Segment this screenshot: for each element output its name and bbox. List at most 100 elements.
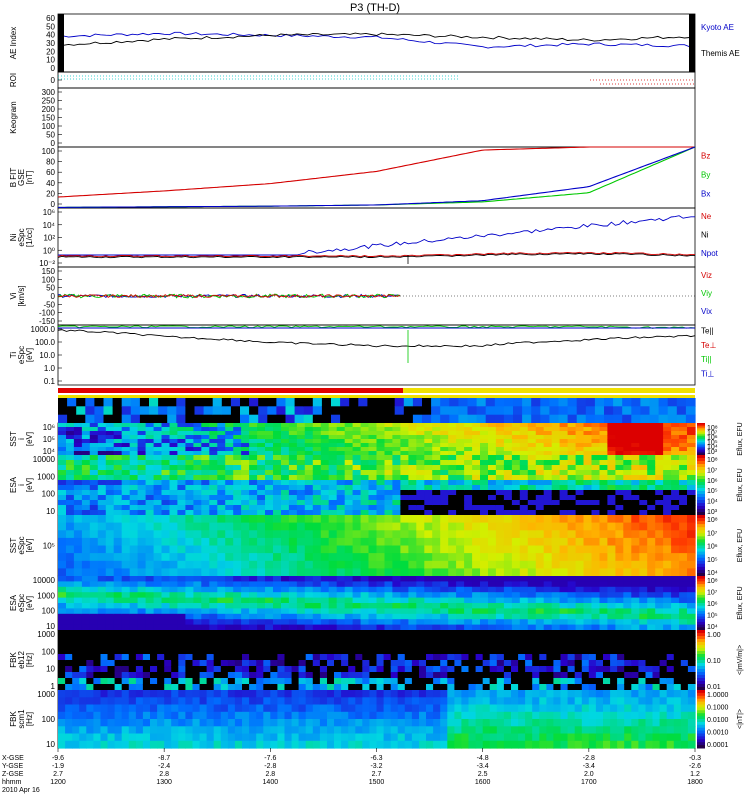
spectrogram-cell xyxy=(588,684,597,691)
spectrogram-cell xyxy=(89,431,99,436)
spectrogram-cell xyxy=(525,630,533,637)
spectrogram-cell xyxy=(472,530,481,539)
spectrogram-cell xyxy=(581,678,590,685)
spectrogram-cell xyxy=(81,537,91,547)
spectrogram-cell xyxy=(328,451,338,456)
spectrogram-cell xyxy=(320,435,330,440)
spectrogram-cell xyxy=(464,427,473,432)
spectrogram-cell xyxy=(256,666,264,673)
spectrogram-cell xyxy=(456,586,465,593)
panel-tick-label: 10⁴ xyxy=(43,221,56,230)
spectrogram-cell xyxy=(671,451,680,456)
spectrogram-cell xyxy=(652,648,661,655)
spectrogram-cell xyxy=(551,613,561,620)
spectrogram-cell xyxy=(535,597,545,604)
spectrogram-cell xyxy=(135,711,144,720)
spectrogram-cell xyxy=(105,490,115,496)
spectrogram-cell xyxy=(433,654,441,661)
spectrogram-cell xyxy=(432,505,441,511)
spectrogram-cell xyxy=(288,447,298,452)
spectrogram-cell xyxy=(192,711,201,720)
spectrogram-cell xyxy=(591,560,601,569)
spectrogram-cell xyxy=(543,465,553,471)
spectrogram-cell xyxy=(233,515,242,524)
spectrogram-cell xyxy=(416,624,425,631)
spectrogram-cell xyxy=(217,515,226,524)
spectrogram-cell xyxy=(553,678,562,685)
spectrogram-cell xyxy=(291,726,300,735)
spectrogram-cell xyxy=(464,475,473,481)
spectrogram-cell xyxy=(581,684,590,691)
spectrogram-cell xyxy=(360,592,370,599)
spectrogram-cell xyxy=(464,576,473,582)
spectrogram-cell xyxy=(440,522,449,531)
spectrogram-cell xyxy=(352,619,362,626)
spectrogram-cell xyxy=(352,603,362,609)
spectrogram-cell xyxy=(424,560,433,569)
spectrogram-cell xyxy=(431,406,441,416)
spectrogram-cell xyxy=(145,603,155,609)
spectrogram-cell xyxy=(234,740,243,749)
spectrogram-cell xyxy=(408,455,417,461)
spectrogram-cell xyxy=(355,666,363,673)
spectrogram-cell xyxy=(81,485,91,491)
spectrogram-cell xyxy=(527,490,537,496)
spectrogram-cell xyxy=(581,636,590,643)
panel-tick-label: 100 xyxy=(42,607,56,616)
spectrogram-cell xyxy=(503,608,513,615)
spectrogram-cell xyxy=(488,455,497,461)
spectrogram-cell xyxy=(320,465,330,471)
spectrogram-cell xyxy=(100,672,109,679)
spectrogram-cell xyxy=(482,660,491,667)
spectrogram-cell xyxy=(270,636,278,643)
spectrogram-cell xyxy=(591,460,601,466)
spectrogram-cell xyxy=(419,672,427,679)
panel-tick-label: 1.0 xyxy=(44,364,56,373)
spectrogram-cell xyxy=(448,576,457,582)
spectrogram-cell xyxy=(137,515,147,524)
spectrogram-cell xyxy=(408,485,417,491)
spectrogram-cell xyxy=(575,465,585,471)
spectrogram-cell xyxy=(617,678,625,685)
spectrogram-cell xyxy=(652,660,661,667)
spectrogram-cell xyxy=(164,672,172,679)
spectrogram-cell xyxy=(114,719,123,727)
spectrogram-cell xyxy=(607,423,616,428)
spectrogram-cell xyxy=(384,603,394,609)
spectrogram-cell xyxy=(225,522,234,531)
spectrogram-cell xyxy=(233,603,242,609)
spectrogram-cell xyxy=(298,636,307,643)
spectrogram-cell xyxy=(304,439,314,444)
spectrogram-cell xyxy=(137,495,147,501)
spectrogram-cell xyxy=(631,500,640,506)
spectrogram-cell xyxy=(489,684,498,691)
spectrogram-cell xyxy=(496,672,505,679)
spectrogram-cell xyxy=(360,475,370,481)
spectrogram-cell xyxy=(543,431,553,436)
spectrogram-cell xyxy=(376,666,385,673)
spectrogram-cell xyxy=(480,435,489,440)
spectrogram-cell xyxy=(599,505,609,511)
spectrogram-cell xyxy=(456,427,465,432)
spectrogram-cell xyxy=(456,455,465,461)
spectrogram-cell xyxy=(638,630,647,637)
spectrogram-cell xyxy=(121,460,131,466)
spectrogram-cell xyxy=(257,475,266,481)
spectrogram-cell xyxy=(390,690,399,698)
spectrogram-cell xyxy=(673,642,682,649)
spectrogram-cell xyxy=(511,704,519,713)
spectrogram-cell xyxy=(680,672,689,679)
spectrogram-cell xyxy=(376,719,385,727)
spectrogram-cell xyxy=(440,581,449,588)
spectrogram-cell xyxy=(482,630,491,637)
spectrogram-cell xyxy=(341,740,349,749)
spectrogram-cell xyxy=(603,684,611,691)
spectrogram-cell xyxy=(631,510,640,516)
spectrogram-cell xyxy=(404,666,413,673)
spectrogram-cell xyxy=(440,530,449,539)
spectrogram-cell xyxy=(135,648,144,655)
spectrogram-cell xyxy=(113,603,123,609)
spectrogram-cell xyxy=(464,619,473,626)
spectrogram-cell xyxy=(220,690,229,698)
spectrogram-cell xyxy=(296,592,306,599)
